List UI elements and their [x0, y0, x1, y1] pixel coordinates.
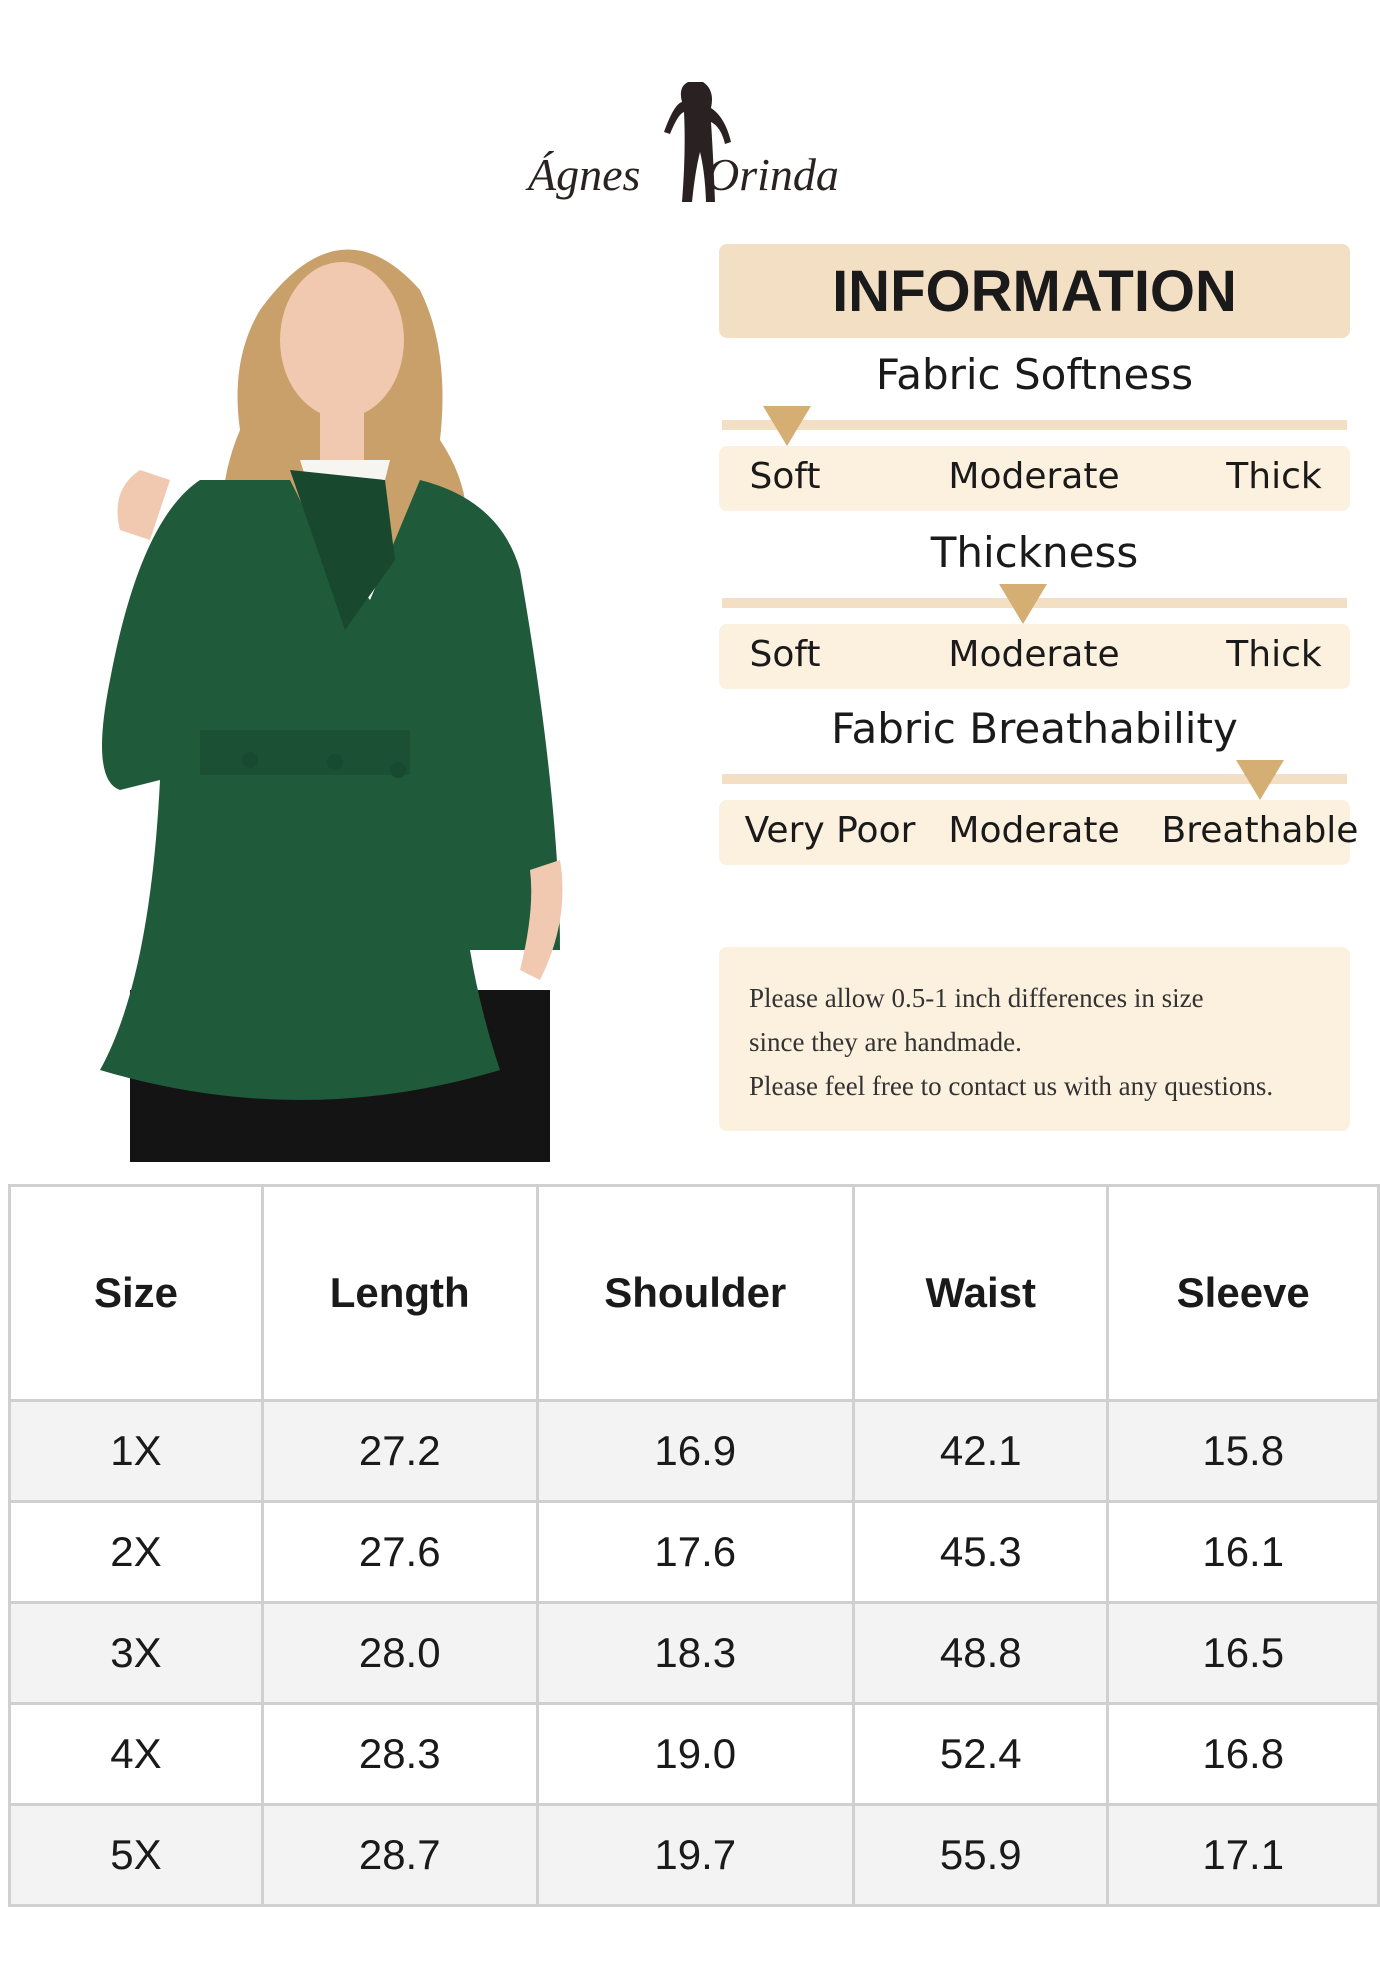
artwork: [100, 82, 731, 1162]
scale-label: Breathable: [1161, 810, 1359, 851]
table-cell: 28.7: [260, 1803, 539, 1907]
table-row: 1X 27.2 16.9 42.1 15.8: [8, 1399, 1380, 1503]
table-cell: 27.6: [260, 1500, 539, 1604]
scale-label: Very Poor: [744, 810, 916, 851]
table-cell: 19.0: [535, 1702, 856, 1806]
table-cell: 4X: [8, 1702, 264, 1806]
scale-label: Moderate: [948, 456, 1120, 497]
scale-marker: [999, 584, 1047, 624]
table-cell: 16.9: [535, 1399, 856, 1503]
table-cell: 45.3: [852, 1500, 1110, 1604]
table-cell: 17.1: [1106, 1803, 1380, 1907]
table-cell: 3X: [8, 1601, 264, 1705]
scale-title: Thickness: [930, 528, 1139, 577]
brand-right: Orinda: [706, 149, 839, 200]
table-cell: 28.0: [260, 1601, 539, 1705]
table-cell: 27.2: [260, 1399, 539, 1503]
logo-figure: [664, 82, 731, 202]
table-cell: 15.8: [1106, 1399, 1380, 1503]
table-cell: 48.8: [852, 1601, 1110, 1705]
scale-label: Moderate: [948, 634, 1120, 675]
note-line: since they are handmade.: [749, 1027, 1022, 1057]
table-cell: 18.3: [535, 1601, 856, 1705]
note-box: [719, 947, 1350, 1131]
model-photo: [100, 249, 563, 1162]
table-cell: 17.6: [535, 1500, 856, 1604]
table-row: 4X 28.3 19.0 52.4 16.8: [8, 1702, 1380, 1806]
brand-left: Ágnes: [528, 149, 641, 200]
scale-box: [719, 446, 1350, 511]
table-cell: 2X: [8, 1500, 264, 1604]
header-cell: Size: [8, 1184, 264, 1402]
table-cell: 16.5: [1106, 1601, 1380, 1705]
table-row: 2X 27.6 17.6 45.3 16.1: [8, 1500, 1380, 1604]
scale-marker: [763, 406, 811, 446]
scale-box: [719, 800, 1350, 865]
info-title: INFORMATION: [719, 244, 1350, 338]
note-line: Please allow 0.5-1 inch differences in s…: [749, 983, 1204, 1013]
scale-box: [719, 624, 1350, 689]
table-cell: 42.1: [852, 1399, 1110, 1503]
scale-title: Fabric Breathability: [831, 704, 1238, 753]
table-cell: 52.4: [852, 1702, 1110, 1806]
table-row: 5X 28.7 19.7 55.9 17.1: [8, 1803, 1380, 1907]
scale-title: Fabric Softness: [875, 350, 1194, 399]
table-cell: 28.3: [260, 1702, 539, 1806]
header-cell: Sleeve: [1106, 1184, 1380, 1402]
header-cell: Shoulder: [535, 1184, 856, 1402]
note-line: Please feel free to contact us with any …: [749, 1071, 1274, 1101]
scale-label: Soft: [749, 456, 821, 497]
table-cell: 5X: [8, 1803, 264, 1907]
table-cell: 16.8: [1106, 1702, 1380, 1806]
scale-bar: [722, 420, 1347, 430]
table-cell: 55.9: [852, 1803, 1110, 1907]
scale-label: Moderate: [948, 810, 1120, 851]
scale-label: Thick: [1226, 456, 1322, 497]
size-table: Size Length Shoulder Waist Sleeve 1X 27.2 16.9 4…: [8, 1184, 1380, 1907]
table-cell: 19.7: [535, 1803, 856, 1907]
header-cell: Length: [260, 1184, 539, 1402]
table-cell: 16.1: [1106, 1500, 1380, 1604]
scale-label: Soft: [749, 634, 821, 675]
table-cell: 1X: [8, 1399, 264, 1503]
scale-bar: [722, 774, 1347, 784]
table-row: 3X 28.0 18.3 48.8 16.5: [8, 1601, 1380, 1705]
scale-marker: [1236, 760, 1284, 800]
header-row: Size Length Shoulder Waist Sleeve: [8, 1184, 1380, 1402]
header-cell: Waist: [852, 1184, 1110, 1402]
scale-label: Thick: [1226, 634, 1322, 675]
